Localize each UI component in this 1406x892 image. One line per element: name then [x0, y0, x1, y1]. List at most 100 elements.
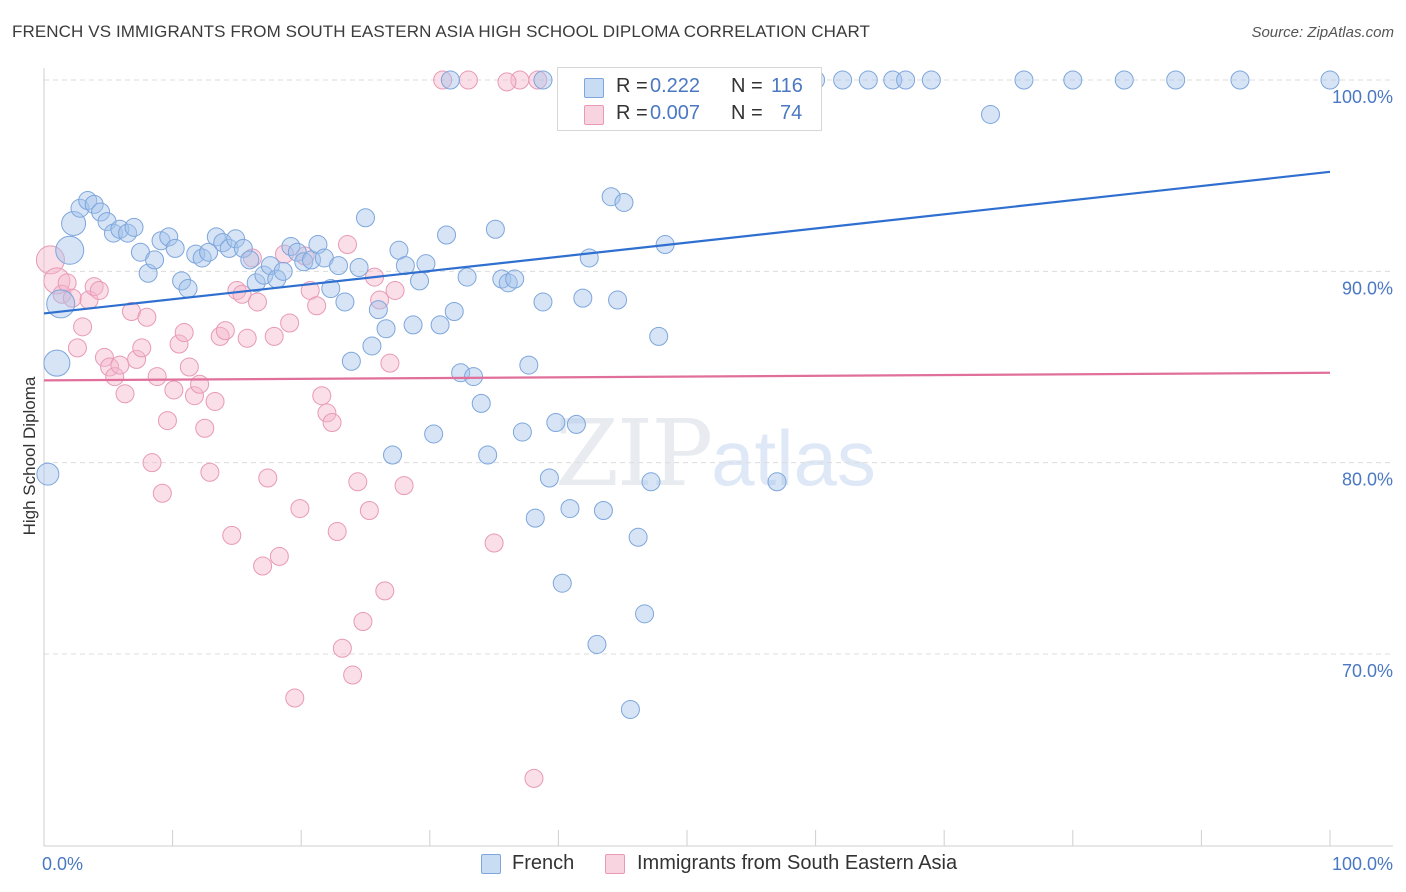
french-point	[440, 70, 460, 90]
immigrants-point	[110, 355, 130, 375]
immigrants-point	[84, 277, 104, 297]
immigrants-point	[215, 321, 235, 341]
legend-n-value-french: 116	[771, 75, 803, 97]
immigrants-point	[307, 296, 327, 316]
x-tick-marks	[43, 830, 1331, 846]
french-point	[858, 70, 878, 90]
y-tick-label-100: 100.0%	[1332, 87, 1393, 107]
french-point	[91, 202, 111, 222]
french-point	[512, 422, 532, 442]
immigrants-point	[169, 334, 189, 354]
immigrants-point	[127, 349, 147, 369]
immigrants-point	[343, 665, 363, 685]
french-point	[1014, 70, 1034, 90]
immigrants-point	[190, 374, 210, 394]
legend-n-label: N =	[731, 75, 763, 97]
french-point	[246, 273, 266, 293]
french-point	[1166, 70, 1186, 90]
series-immigrants-points	[35, 70, 548, 788]
immigrants-point	[394, 476, 414, 496]
french-point	[552, 573, 572, 593]
immigrants-point	[205, 391, 225, 411]
immigrants-point	[164, 380, 184, 400]
french-point	[1320, 70, 1340, 90]
french-point	[566, 414, 586, 434]
french-point	[70, 198, 90, 218]
french-point	[84, 194, 104, 214]
immigrants-point	[458, 70, 478, 90]
immigrants-point	[35, 245, 65, 275]
french-point	[233, 238, 253, 258]
immigrants-point	[179, 357, 199, 377]
immigrants-point	[73, 317, 93, 337]
french-point	[226, 229, 246, 249]
french-point	[219, 238, 239, 258]
french-point	[403, 315, 423, 335]
watermark-zip: ZIP	[555, 400, 713, 507]
immigrants-point	[290, 499, 310, 519]
french-point	[896, 70, 916, 90]
immigrants-point	[269, 546, 289, 566]
french-point	[430, 315, 450, 335]
immigrants-point	[115, 384, 135, 404]
french-point	[294, 252, 314, 272]
french-point	[471, 393, 491, 413]
immigrants-point	[285, 688, 305, 708]
french-point	[416, 254, 436, 274]
legend-swatch-immigrants	[605, 854, 625, 874]
french-point	[457, 267, 477, 287]
immigrants-point	[200, 462, 220, 482]
legend-r-label: R =	[616, 75, 648, 97]
french-point	[628, 527, 648, 547]
legend-swatch-french	[584, 78, 604, 98]
french-point	[55, 235, 85, 265]
french-point	[43, 349, 71, 377]
legend-swatch-immigrants	[584, 105, 604, 125]
legend-label-french: French	[512, 852, 575, 874]
stats-legend: R = 0.222 N = 116 R = 0.007 N = 74	[557, 67, 822, 131]
french-point	[356, 208, 375, 228]
french-point	[273, 261, 293, 281]
chart-title: FRENCH VS IMMIGRANTS FROM SOUTH EASTERN …	[12, 22, 870, 41]
immigrants-point	[348, 472, 368, 492]
french-point	[525, 508, 545, 528]
immigrants-point	[142, 453, 162, 473]
french-point	[1063, 70, 1083, 90]
immigrants-point	[280, 313, 300, 333]
watermark: ZIPatlas	[555, 400, 876, 507]
french-point	[159, 227, 179, 247]
watermark-atlas: atlas	[711, 414, 876, 502]
immigrants-point	[152, 483, 172, 503]
french-point	[349, 258, 369, 278]
french-point	[533, 292, 553, 312]
immigrants-point	[317, 403, 337, 423]
french-point	[560, 499, 580, 519]
french-point	[464, 367, 484, 387]
y-tick-label-80: 80.0%	[1342, 470, 1393, 490]
french-point	[240, 250, 260, 270]
immigrants-point	[222, 525, 242, 545]
french-point	[1114, 70, 1134, 90]
immigrants-point	[375, 581, 395, 601]
french-point	[767, 472, 787, 492]
french-point	[601, 187, 621, 207]
immigrants-point	[327, 522, 347, 542]
immigrants-point	[370, 290, 390, 310]
french-point	[505, 269, 525, 289]
immigrants-point	[147, 367, 167, 387]
immigrants-point	[210, 326, 230, 346]
legend-n-value-immigrants: 74	[780, 102, 803, 124]
y-tick-labels: 70.0% 80.0% 90.0% 100.0%	[1332, 87, 1393, 681]
french-point	[254, 265, 274, 285]
french-point	[1230, 70, 1250, 90]
immigrants-point	[62, 288, 82, 308]
french-point	[539, 468, 559, 488]
french-trend-line	[43, 170, 1331, 315]
french-point	[921, 70, 941, 90]
immigrants-point	[247, 292, 267, 312]
chart-source: Source: ZipAtlas.com	[1251, 24, 1394, 41]
immigrants-point	[484, 533, 504, 553]
immigrants-point	[253, 556, 273, 576]
french-point	[614, 192, 634, 212]
legend-label-immigrants: Immigrants from South Eastern Asia	[637, 852, 958, 874]
